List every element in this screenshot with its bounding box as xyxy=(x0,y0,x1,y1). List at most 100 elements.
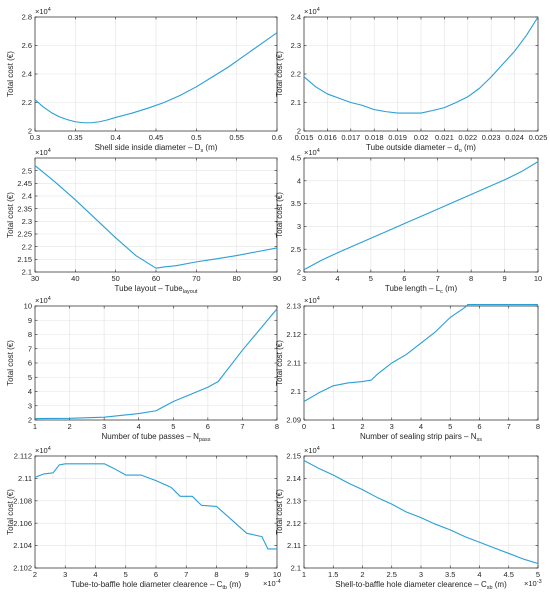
x-tick-label-2: 1 xyxy=(331,422,335,431)
y-tick-label-3: 2.11 xyxy=(287,359,301,368)
y-exponent-power: 4 xyxy=(317,7,320,13)
x-axis-label-unit: (m) xyxy=(443,284,458,293)
y-axis-label: Total cost (€) xyxy=(6,340,15,386)
x-tick-label-4: 0.45 xyxy=(149,133,164,142)
y-tick-label-5: 4 xyxy=(297,176,301,185)
x-tick-label-4: 2.5 xyxy=(387,570,397,579)
x-tick-label-5: 7 xyxy=(436,274,440,283)
x-axis-label: Tube length – Lc (m) xyxy=(385,284,458,295)
x-axis-label: Number of sealing strip pairs – Nss xyxy=(360,432,482,443)
x-axis-label-sub: o xyxy=(459,148,462,154)
chart-6: 0 1 2 3 4 5 6 7 8 2.09 2.1 2.11 2.12 2.13×104 Number o… xyxy=(275,296,540,443)
x-tick-label-5: 3 xyxy=(419,570,423,579)
y-tick-label-3: 2.4 xyxy=(22,70,32,79)
x-tick-label-7: 0.021 xyxy=(435,133,454,142)
x-axis-label-sub: tb xyxy=(222,585,227,591)
x-axis-label-main: Number of tube passes – N xyxy=(101,432,199,441)
y-axis-label: Total cost (€) xyxy=(6,489,15,535)
x-tick-label-1: 0 xyxy=(302,422,306,431)
x-tick-label-6: 7 xyxy=(184,570,188,579)
x-axis-label: Number of tube passes – Npass xyxy=(101,432,210,443)
x-tick-label-4: 3 xyxy=(390,422,394,431)
y-exponent-label: ×104 xyxy=(304,7,320,16)
x-tick-label-1: 3 xyxy=(302,274,306,283)
y-tick-label-2: 3 xyxy=(28,401,32,410)
y-tick-label-2: 2.1 xyxy=(291,387,301,396)
x-axis-label-sub: c xyxy=(440,289,443,295)
y-axis-label: Total cost (€) xyxy=(275,340,284,386)
y-tick-label-8: 9 xyxy=(28,316,32,325)
x-axis-label: Tube layout – Tubelayout xyxy=(115,284,198,295)
y-axis-label: Total cost (€) xyxy=(275,51,284,97)
y-tick-label-1: 2.102 xyxy=(13,564,32,573)
y-exponent-power: 4 xyxy=(48,446,51,452)
x-tick-label-3: 5 xyxy=(369,274,373,283)
axes-frame xyxy=(303,157,539,273)
y-tick-label-6: 2.35 xyxy=(17,204,32,213)
x-tick-label-7: 6 xyxy=(477,422,481,431)
y-tick-label-7: 2.4 xyxy=(22,192,32,201)
x-tick-label-5: 0.5 xyxy=(191,133,201,142)
x-tick-label-3: 4 xyxy=(93,570,97,579)
y-tick-label-2: 2.2 xyxy=(22,98,32,107)
y-tick-label-4: 2.108 xyxy=(13,496,32,505)
x-tick-label-7: 8 xyxy=(214,570,218,579)
x-axis-label-main: Number of sealing strip pairs – N xyxy=(360,432,477,441)
x-exponent-power: -4 xyxy=(276,579,281,585)
y-axis-label: Total cost (€) xyxy=(275,192,284,238)
x-axis-label-sub: s xyxy=(200,148,203,154)
series-line xyxy=(34,32,278,124)
y-exponent-label: ×104 xyxy=(35,148,51,157)
x-tick-label-8: 8 xyxy=(275,422,279,431)
y-tick-label-2: 2.1 xyxy=(291,98,301,107)
chart-7: 2 3 4 5 6 7 8 9 102.1022.1042.1062.1082.112.112×… xyxy=(6,446,281,591)
x-tick-label-4: 4 xyxy=(137,422,141,431)
x-tick-label-3: 2 xyxy=(360,422,364,431)
x-axis-label-unit: (m) xyxy=(203,143,218,152)
y-tick-label-2: 2.104 xyxy=(13,541,32,550)
chart-3: 30 40 50 60 70 80 90 2.1 2.15 2.2 2.25 2.3 2.35 2.4 2.… xyxy=(6,148,281,295)
x-tick-label-1: 1 xyxy=(33,422,37,431)
x-axis-label-unit: (m) xyxy=(493,580,508,589)
x-axis-label: Tube-to-baffle hole diameter clearence –… xyxy=(71,580,242,591)
y-tick-label-5: 2.3 xyxy=(22,217,32,226)
y-exponent-power: 4 xyxy=(317,446,320,452)
x-tick-label-9: 10 xyxy=(273,570,281,579)
y-tick-label-9: 10 xyxy=(24,302,32,311)
series-line xyxy=(34,165,278,269)
x-tick-label-5: 70 xyxy=(192,274,200,283)
y-tick-label-7: 8 xyxy=(28,330,32,339)
x-tick-label-8: 4.5 xyxy=(504,570,514,579)
y-tick-label-1: 2 xyxy=(28,416,32,425)
y-tick-label-5: 2.4 xyxy=(291,13,301,22)
x-tick-label-5: 6 xyxy=(154,570,158,579)
y-tick-label-3: 4 xyxy=(28,387,32,396)
x-tick-label-1: 2 xyxy=(33,570,37,579)
x-axis-label-main: Tube outside diameter – d xyxy=(366,143,459,152)
x-tick-label-6: 3.5 xyxy=(445,570,455,579)
y-tick-label-8: 2.45 xyxy=(17,179,32,188)
x-tick-label-11: 0.025 xyxy=(529,133,548,142)
series-line xyxy=(303,304,538,402)
y-tick-label-9: 2.5 xyxy=(22,166,32,175)
x-tick-label-7: 7 xyxy=(240,422,244,431)
y-tick-label-4: 2.6 xyxy=(22,41,32,50)
x-tick-label-1: 0.3 xyxy=(30,133,40,142)
y-tick-label-5: 2.8 xyxy=(22,13,32,22)
x-tick-label-2: 0.35 xyxy=(68,133,83,142)
x-tick-label-2: 3 xyxy=(63,570,67,579)
x-axis-label-sub: ss xyxy=(477,437,483,443)
x-tick-label-9: 8 xyxy=(536,422,540,431)
x-tick-label-5: 4 xyxy=(419,422,423,431)
y-axis-label: Total cost (€) xyxy=(6,51,15,97)
chart-1: 0.3 0.35 0.4 0.45 0.5 0.55 0.622.22.42.62.8×10… xyxy=(6,7,282,154)
y-tick-label-5: 2.11 xyxy=(18,474,32,483)
y-tick-label-6: 4.5 xyxy=(291,154,301,163)
x-tick-label-8: 10 xyxy=(534,274,542,283)
x-tick-label-7: 0.6 xyxy=(272,133,282,142)
x-tick-label-1: 1 xyxy=(302,570,306,579)
y-tick-label-5: 6 xyxy=(28,359,32,368)
y-tick-label-3: 2.2 xyxy=(22,242,32,251)
y-axis-label: Total cost (€) xyxy=(275,489,284,535)
